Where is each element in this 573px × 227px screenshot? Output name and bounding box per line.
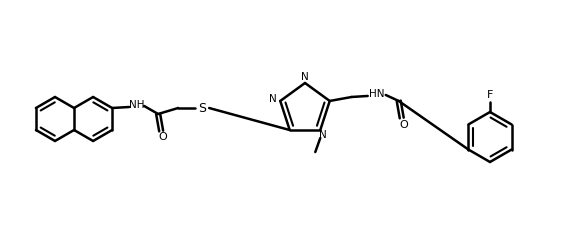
Text: NH: NH bbox=[129, 100, 145, 110]
Text: O: O bbox=[399, 120, 408, 130]
Text: N: N bbox=[301, 72, 309, 82]
Text: O: O bbox=[159, 132, 167, 142]
Text: S: S bbox=[198, 101, 206, 114]
Text: HN: HN bbox=[369, 89, 384, 99]
Text: N: N bbox=[269, 94, 277, 104]
Text: F: F bbox=[487, 90, 493, 100]
Text: N: N bbox=[319, 130, 327, 140]
